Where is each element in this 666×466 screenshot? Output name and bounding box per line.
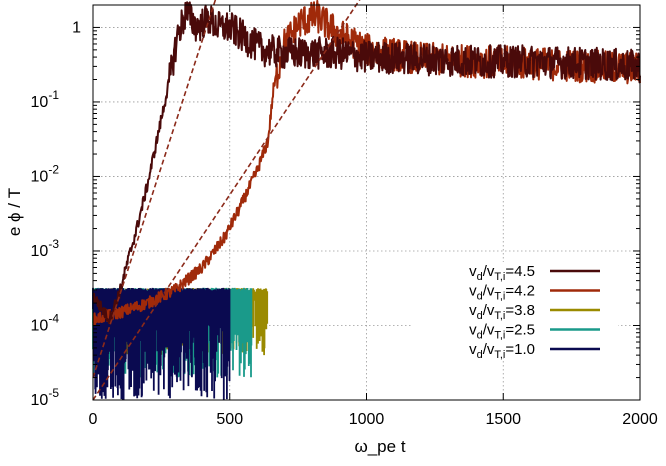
x-tick-label: 1000 [349, 411, 385, 428]
y-tick-label: 1 [72, 19, 81, 36]
legend-label: vd/vT,i=4.2 [469, 283, 535, 303]
legend-label: vd/vT,i=4.5 [469, 263, 535, 283]
legend-label: vd/vT,i=2.5 [469, 322, 535, 342]
x-tick-label: 500 [216, 411, 243, 428]
legend: vd/vT,i=4.5vd/vT,i=4.2vd/vT,i=3.8vd/vT,i… [412, 262, 618, 361]
fit-line-4.2 [92, 0, 361, 401]
legend-label: vd/vT,i=3.8 [469, 302, 535, 322]
x-tick-label: 1500 [485, 411, 521, 428]
y-tick-label: 10-4 [31, 311, 60, 334]
legend-label: vd/vT,i=1.0 [469, 341, 535, 361]
x-tick-label: 2000 [622, 411, 658, 428]
y-tick-label: 10-5 [31, 386, 60, 409]
y-tick-label: 10-1 [31, 88, 60, 111]
series-4.5-trace [92, 1, 641, 325]
y-axis-label: e ϕ / T [5, 188, 24, 236]
x-axis-label: ω_pe t [354, 437, 405, 456]
y-tick-label: 10-2 [31, 162, 60, 185]
fit-line-4.5 [92, 0, 217, 378]
data-traces [92, 0, 641, 401]
x-tick-label: 0 [89, 411, 98, 428]
y-tick-label: 10-3 [31, 237, 60, 260]
